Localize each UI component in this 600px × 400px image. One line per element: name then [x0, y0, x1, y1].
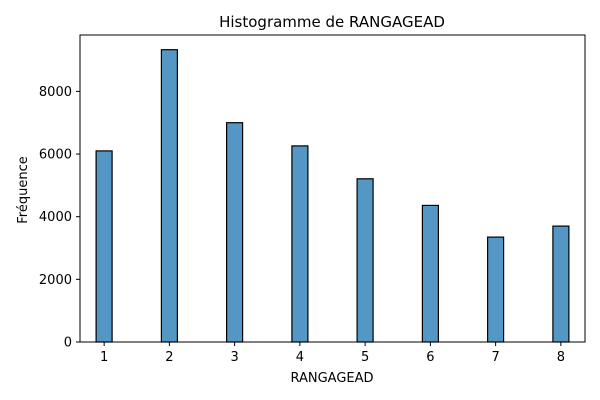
bar-2: [160, 49, 178, 343]
y-tick-label: 0: [64, 336, 72, 351]
x-tick-label: 1: [100, 350, 108, 365]
plot-area: [79, 34, 586, 343]
y-tick-label: 8000: [39, 85, 72, 100]
x-tick-label: 5: [361, 350, 369, 365]
y-tick-label: 2000: [39, 273, 72, 288]
x-tick-label: 6: [426, 350, 434, 365]
x-axis: 1 2 3 4 5 6 7 8: [100, 342, 565, 365]
x-tick-label: 4: [296, 350, 304, 365]
bar-7: [487, 236, 505, 343]
bar-1: [95, 150, 113, 343]
y-tick-label: 4000: [39, 210, 72, 225]
bar-8: [552, 225, 570, 343]
bars-group: [95, 49, 570, 343]
x-tick-label: 3: [230, 350, 238, 365]
plot-frame: [79, 34, 586, 343]
x-tick-label: 2: [165, 350, 173, 365]
bar-5: [356, 178, 374, 343]
y-axis-title: Fréquence: [16, 156, 31, 223]
chart-title: Histogramme de RANGAGEAD: [219, 13, 445, 31]
x-axis-title: RANGAGEAD: [290, 371, 373, 386]
bar-3: [226, 122, 244, 343]
bar-4: [291, 145, 309, 343]
x-tick-label: 8: [557, 350, 565, 365]
y-tick-label: 6000: [39, 148, 72, 163]
y-axis: 0 2000 4000 6000 8000: [39, 85, 80, 351]
bar-6: [421, 204, 439, 343]
x-tick-label: 7: [491, 350, 499, 365]
